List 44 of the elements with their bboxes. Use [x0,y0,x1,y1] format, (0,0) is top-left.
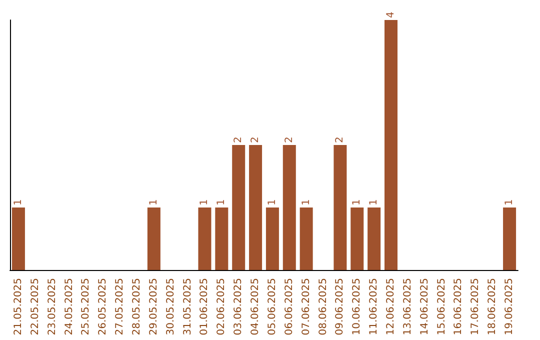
x-tick-label: 23.05.2025 [46,278,58,336]
x-tick-label: 10.06.2025 [352,278,363,336]
data-label: 1 [300,199,312,206]
x-tick-label: 12.06.2025 [386,278,396,336]
x-tick-label: 26.05.2025 [98,278,109,336]
data-label: 1 [368,199,380,206]
x-tick-label: 14.06.2025 [419,278,430,336]
x-tick-label: 04.06.2025 [250,278,262,336]
x-tick-label: 05.06.2025 [266,278,278,336]
data-label: 2 [233,136,244,143]
data-label: 1 [266,199,278,206]
data-label: 1 [12,199,24,206]
x-tick-label: 15.06.2025 [436,278,448,336]
x-tick-label: 01.06.2025 [199,278,210,336]
x-tick-label: 02.06.2025 [216,278,228,336]
data-label: 2 [284,136,295,143]
x-tick-label: 21.05.2025 [12,278,24,336]
x-tick-label: 03.06.2025 [233,278,244,336]
x-tick-label: 24.05.2025 [64,278,75,336]
x-tick-label: 27.05.2025 [114,278,126,336]
x-tick-label: 08.06.2025 [318,278,329,336]
data-label: 1 [352,199,363,206]
x-tick-label: 06.06.2025 [284,278,295,336]
x-tick-label: 28.05.2025 [132,278,142,336]
x-tick-label: 29.05.2025 [148,278,160,336]
data-label: 1 [504,199,516,206]
data-label: 1 [216,199,228,206]
data-label: 1 [199,199,210,206]
x-tick-label: 31.05.2025 [182,278,194,336]
x-tick-label: 22.05.2025 [30,278,41,336]
data-label: 2 [250,136,262,143]
x-tick-label: 19.06.2025 [504,278,516,336]
x-tick-label: 25.05.2025 [80,278,92,336]
x-tick-label: 13.06.2025 [402,278,414,336]
x-tick-label: 18.06.2025 [487,278,498,336]
x-tick-label: 11.06.2025 [368,278,380,336]
x-tick-label: 17.06.2025 [470,278,482,336]
data-label: 4 [386,12,396,18]
x-tick-label: 09.06.2025 [334,278,346,336]
x-tick-label: 30.05.2025 [165,278,176,336]
data-label: 1 [148,199,160,206]
x-tick-label: 16.06.2025 [453,278,464,336]
x-tick-label: 07.06.2025 [300,278,312,336]
data-label: 2 [334,136,346,143]
